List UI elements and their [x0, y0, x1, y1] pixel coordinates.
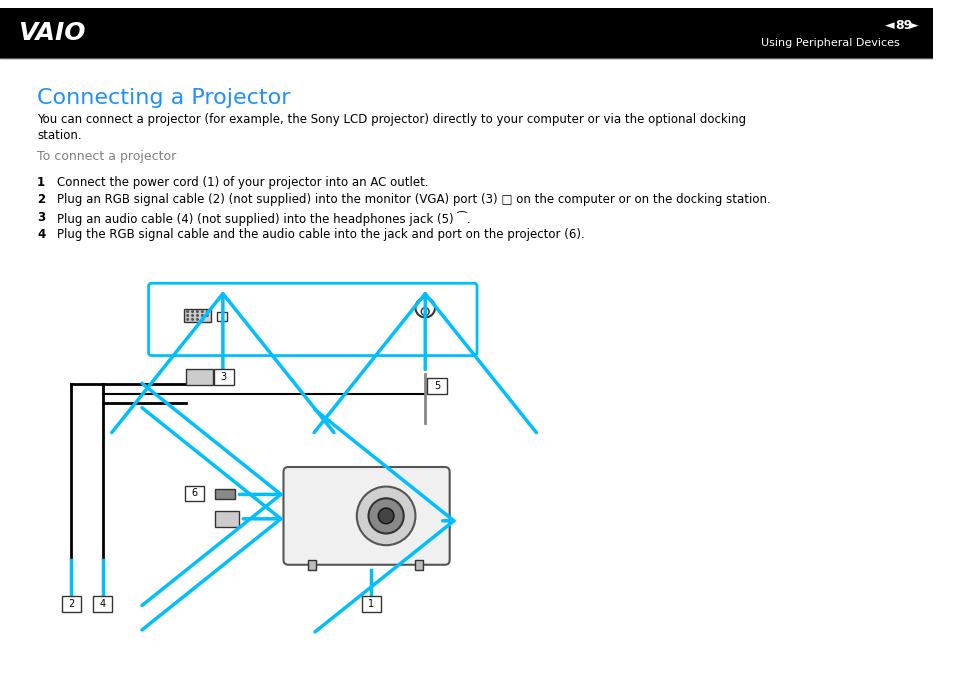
Circle shape	[201, 319, 203, 320]
Text: 1: 1	[37, 176, 45, 189]
Circle shape	[378, 508, 394, 524]
Bar	[308, 560, 315, 570]
Bar	[415, 560, 423, 570]
FancyBboxPatch shape	[361, 596, 381, 612]
Bar	[214, 511, 238, 526]
Text: 3: 3	[220, 372, 227, 382]
Circle shape	[196, 311, 198, 312]
Bar	[186, 369, 213, 385]
Circle shape	[187, 319, 189, 320]
Bar	[214, 489, 234, 499]
Text: Plug an audio cable (4) (not supplied) into the headphones jack (5) ⁀.: Plug an audio cable (4) (not supplied) i…	[56, 211, 470, 226]
Text: Using Peripheral Devices: Using Peripheral Devices	[760, 38, 899, 48]
Bar	[216, 311, 227, 321]
Circle shape	[356, 487, 415, 545]
FancyBboxPatch shape	[149, 283, 476, 356]
Text: ◄: ◄	[883, 19, 893, 32]
Text: Plug an RGB signal cable (2) (not supplied) into the monitor (VGA) port (3) □ on: Plug an RGB signal cable (2) (not suppli…	[56, 193, 770, 206]
Circle shape	[206, 315, 208, 316]
Text: Connecting a Projector: Connecting a Projector	[37, 88, 291, 108]
Bar	[0, 7, 932, 59]
Text: VAIO: VAIO	[17, 21, 85, 45]
Circle shape	[192, 315, 193, 316]
Text: 4: 4	[99, 599, 106, 609]
Text: 2: 2	[69, 599, 74, 609]
FancyBboxPatch shape	[185, 485, 204, 501]
Text: station.: station.	[37, 129, 82, 142]
Circle shape	[196, 315, 198, 316]
Text: 4: 4	[37, 228, 46, 241]
Circle shape	[201, 311, 203, 312]
Text: You can connect a projector (for example, the Sony LCD projector) directly to yo: You can connect a projector (for example…	[37, 113, 745, 126]
Circle shape	[421, 307, 429, 315]
Circle shape	[192, 319, 193, 320]
FancyBboxPatch shape	[283, 467, 449, 565]
Circle shape	[196, 319, 198, 320]
Text: ►: ►	[908, 19, 918, 32]
Text: 1: 1	[368, 599, 375, 609]
Text: 6: 6	[192, 489, 197, 498]
Circle shape	[415, 298, 435, 317]
Text: 89: 89	[895, 19, 912, 32]
Text: 5: 5	[434, 381, 439, 391]
FancyBboxPatch shape	[62, 596, 81, 612]
Text: 2: 2	[37, 193, 45, 206]
FancyBboxPatch shape	[92, 596, 112, 612]
Text: Connect the power cord (1) of your projector into an AC outlet.: Connect the power cord (1) of your proje…	[56, 176, 428, 189]
FancyBboxPatch shape	[427, 378, 446, 394]
Text: 3: 3	[37, 211, 45, 224]
Text: To connect a projector: To connect a projector	[37, 150, 176, 163]
Circle shape	[201, 315, 203, 316]
Circle shape	[187, 311, 189, 312]
Bar	[184, 309, 211, 322]
Circle shape	[192, 311, 193, 312]
Circle shape	[187, 315, 189, 316]
FancyBboxPatch shape	[213, 369, 233, 385]
Circle shape	[206, 311, 208, 312]
Text: Plug the RGB signal cable and the audio cable into the jack and port on the proj: Plug the RGB signal cable and the audio …	[56, 228, 584, 241]
Circle shape	[368, 498, 403, 534]
